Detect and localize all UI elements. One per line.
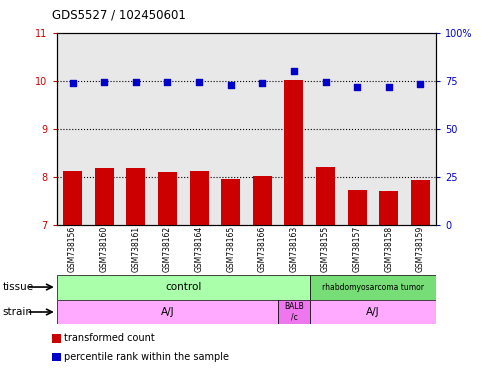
Point <box>100 79 108 85</box>
Point <box>385 84 393 91</box>
Point <box>258 79 266 86</box>
Text: control: control <box>165 282 202 292</box>
Point <box>69 79 76 86</box>
Point <box>132 79 140 85</box>
Text: A/J: A/J <box>161 307 174 317</box>
Text: GDS5527 / 102450601: GDS5527 / 102450601 <box>52 8 186 21</box>
Text: rhabdomyosarcoma tumor: rhabdomyosarcoma tumor <box>322 283 424 291</box>
Point <box>417 81 424 87</box>
Text: strain: strain <box>2 307 33 317</box>
Text: tissue: tissue <box>2 282 34 292</box>
Bar <box>278 300 310 324</box>
Bar <box>284 80 304 225</box>
Point <box>227 83 235 89</box>
Point <box>164 79 172 85</box>
Text: A/J: A/J <box>366 307 380 317</box>
Text: BALB
/c: BALB /c <box>284 302 304 322</box>
Bar <box>63 171 82 225</box>
Point <box>290 68 298 74</box>
Bar <box>380 191 398 225</box>
Bar <box>95 168 113 225</box>
Bar <box>126 168 145 225</box>
Bar <box>310 300 436 324</box>
Bar <box>316 167 335 225</box>
Bar <box>189 171 209 225</box>
Text: transformed count: transformed count <box>64 333 155 343</box>
Bar <box>411 180 430 225</box>
Bar <box>57 275 310 300</box>
Bar <box>57 300 278 324</box>
Text: percentile rank within the sample: percentile rank within the sample <box>64 352 229 362</box>
Point <box>321 79 329 85</box>
Bar <box>221 179 240 225</box>
Bar <box>310 275 436 300</box>
Bar <box>348 190 367 225</box>
Point <box>195 79 203 85</box>
Bar <box>158 172 177 225</box>
Point <box>353 84 361 91</box>
Bar <box>253 176 272 225</box>
